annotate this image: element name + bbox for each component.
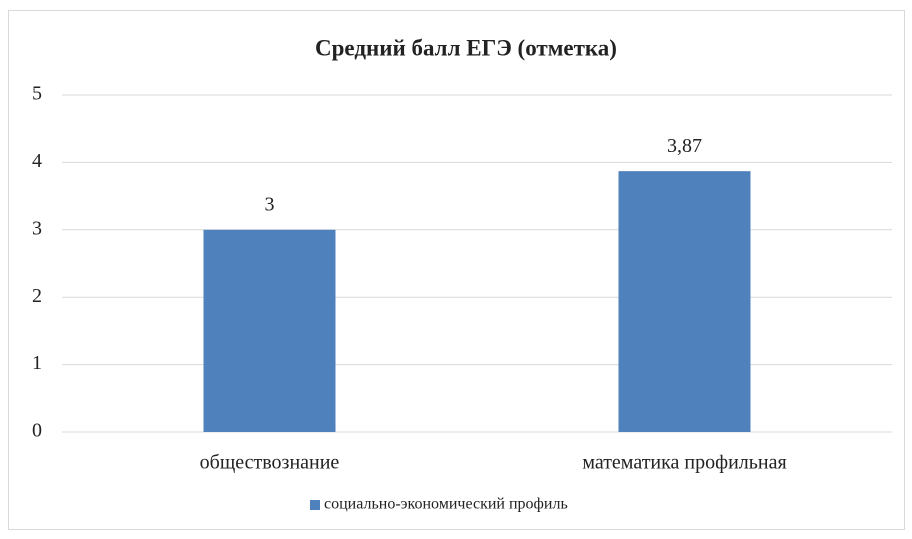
- y-tick-label: 4: [32, 150, 42, 172]
- bar: [618, 171, 751, 433]
- y-tick-label: 1: [32, 352, 42, 374]
- value-label: 3,87: [667, 135, 702, 157]
- chart-title: Средний балл ЕГЭ (отметка): [315, 35, 617, 60]
- x-tick-label: математика профильная: [582, 452, 786, 474]
- legend-label: социально-экономический профиль: [324, 496, 568, 513]
- value-label: 3: [265, 193, 275, 215]
- y-tick-label: 3: [32, 217, 42, 239]
- bar: [203, 229, 336, 432]
- y-tick-label: 5: [32, 83, 42, 105]
- x-tick-label: обществознание: [200, 452, 340, 474]
- y-tick-label: 2: [32, 285, 42, 307]
- y-tick-label: 0: [32, 420, 42, 442]
- legend-swatch: [310, 500, 320, 510]
- chart-frame: [8, 10, 905, 530]
